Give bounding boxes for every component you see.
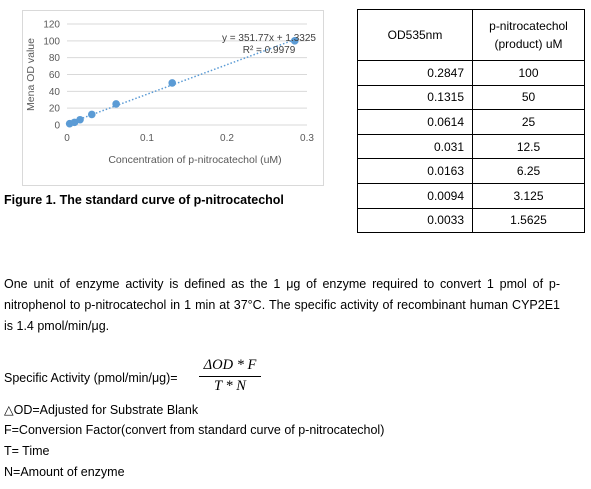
table-row: 0.0033 1.5625 xyxy=(357,207,585,234)
trendline-equation: y = 351.77x + 1.3325 xyxy=(222,33,316,44)
table-row: 0.1315 50 xyxy=(357,84,585,111)
table-row: 0.2847 100 xyxy=(357,60,585,86)
data-point xyxy=(290,37,299,45)
header-od535nm: OD535nm xyxy=(357,9,473,61)
cell-concentration-value: 3.125 xyxy=(472,182,585,209)
y-tick-label: 80 xyxy=(49,53,61,64)
x-tick-label: 0.3 xyxy=(300,133,314,144)
cell-concentration-value: 50 xyxy=(472,84,585,111)
cell-od-value: 0.2847 xyxy=(357,60,473,86)
cell-concentration-value: 100 xyxy=(472,60,585,86)
data-point xyxy=(88,110,96,119)
standard-data-table: OD535nm p-nitrocatechol (product) uM 0.28… xyxy=(357,9,585,234)
table-row: 0.031 12.5 xyxy=(357,133,585,160)
y-tick-label: 60 xyxy=(49,70,61,81)
formula-fraction-bar xyxy=(199,376,261,377)
y-tick-label: 40 xyxy=(49,87,61,98)
y-tick-label: 20 xyxy=(49,104,61,115)
x-tick-label: 0.1 xyxy=(140,133,154,144)
cell-concentration-value: 12.5 xyxy=(472,133,585,160)
header-p-nitrocatechol: p-nitrocatechol (product) uM xyxy=(472,9,585,61)
data-point xyxy=(168,79,176,87)
cell-od-value: 0.031 xyxy=(357,133,473,160)
definition-enzyme-amount: N=Amount of enzyme xyxy=(4,465,125,479)
cell-od-value: 0.0094 xyxy=(357,182,473,209)
definition-time: T= Time xyxy=(4,444,50,458)
cell-concentration-value: 1.5625 xyxy=(472,207,585,234)
table-row: 0.0163 6.25 xyxy=(357,158,585,184)
chart-svg: 0 20 40 60 80 100 120 0 0.1 0.2 0.3 Concentration o… xyxy=(25,20,316,167)
enzyme-unit-definition: One unit of enzyme activity is defined a… xyxy=(4,277,560,333)
x-tick-label: 0 xyxy=(64,133,70,144)
table-row: 0.0094 3.125 xyxy=(357,182,585,209)
cell-concentration-value: 6.25 xyxy=(472,158,585,184)
standard-curve-chart: 0 20 40 60 80 100 120 0 0.1 0.2 0.3 Concentration o… xyxy=(22,10,324,186)
x-tick-label: 0.2 xyxy=(220,133,234,144)
cell-concentration-value: 25 xyxy=(472,109,585,135)
table-row: 0.0614 25 xyxy=(357,109,585,135)
y-tick-label: 100 xyxy=(43,36,60,47)
y-axis-title: Mena OD value xyxy=(25,38,37,111)
specific-activity-formula: ΔOD * F T * N xyxy=(198,357,262,395)
cell-od-value: 0.1315 xyxy=(357,84,473,111)
definition-delta-od: △OD=Adjusted for Substrate Blank xyxy=(4,403,199,417)
cell-od-value: 0.0033 xyxy=(357,207,473,234)
y-tick-label: 120 xyxy=(43,20,60,31)
data-point xyxy=(76,115,84,124)
specific-activity-label: Specific Activity (pmol/min/μg)= xyxy=(4,371,178,385)
y-tick-label: 0 xyxy=(54,121,60,132)
definition-conversion-factor: F=Conversion Factor(convert from standar… xyxy=(4,423,385,437)
cell-od-value: 0.0163 xyxy=(357,158,473,184)
formula-denominator: T * N xyxy=(214,378,246,394)
figure-caption: Figure 1. The standard curve of p-nitroc… xyxy=(4,193,284,207)
data-point xyxy=(112,100,120,108)
formula-numerator: ΔOD * F xyxy=(203,357,257,373)
trendline xyxy=(69,38,296,124)
cell-od-value: 0.0614 xyxy=(357,109,473,135)
x-axis-title: Concentration of p-nitrocatechol (uM) xyxy=(108,154,281,166)
trendline-r-squared: R² = 0.9979 xyxy=(243,45,296,56)
table-header-row: OD535nm p-nitrocatechol (product) uM xyxy=(357,9,585,61)
